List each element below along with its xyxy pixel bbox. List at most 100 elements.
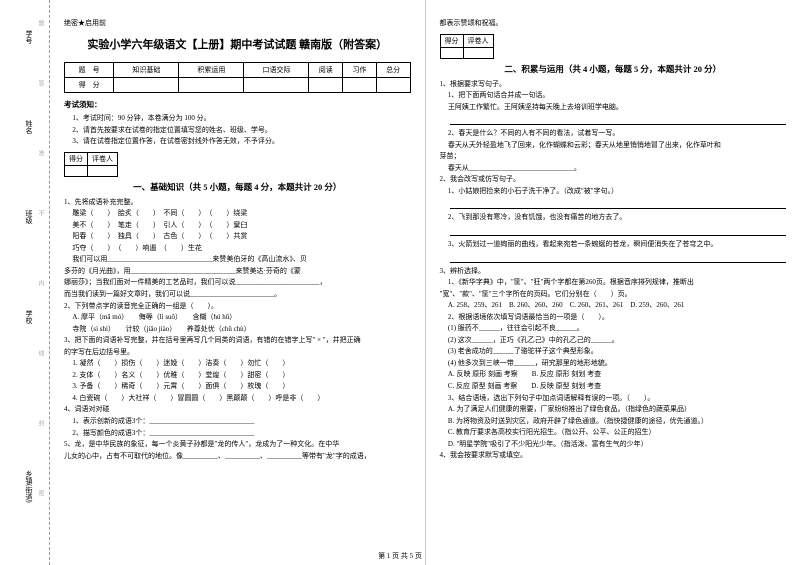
sb-r1 [114,78,179,93]
sb-h5: 习作 [343,63,377,78]
score-tag-2: 得分评卷人 [440,34,494,59]
r1-1: 1、把下面两句话合并成一句话。 [440,90,787,102]
sb-h1: 知识基础 [114,63,179,78]
st1-2: 评卷人 [88,152,118,165]
q2-head: 2、下列带点字的读音完全正确的一组是（ ）。 [64,301,411,313]
q1-tail3: 娜丽莎》；当我们面对一件精美的工艺品时，我们可以说_______________… [64,277,411,289]
sb-h2: 积累运用 [179,63,244,78]
q1-tail1: 我们可以用______________________________来赞美伯牙… [64,254,411,266]
sb-h6: 总分 [376,63,410,78]
seal-char-3: 不 [36,210,45,216]
r3-5: (1) 服药不______，往往会引起不良______。 [440,323,787,335]
seal-char-2: 准 [36,150,45,156]
page-footer: 第 1 页 共 5 页 [0,551,800,561]
q1-row0: 雕梁（ ） 脍炙（ ） 不同（ ） （ ）绕梁 [64,208,411,220]
seal-char-4: 内 [36,280,45,286]
blank-line-1 [450,116,786,125]
r1-3: 2、春天是什么？不同的人有不同的看法，试着写一写。 [440,128,787,140]
r3-4: 2、根据语境依次填写词语最恰当的一项是（ ）。 [440,312,787,324]
r3-10: C. 反应 原型 刻画 考察 D. 反映 原型 刻划 考查 [440,381,787,393]
section1-title: 一、基础知识（共 5 小题，每题 4 分，本题共计 20 分） [64,181,411,193]
q3-r2: 3. 予备（ ）稀奇（ ）元霄（ ）面俱（ ）枚瑰（ ） [64,381,411,393]
r1-5: 芽苗； [440,151,787,163]
sb-h3: 口语交际 [244,63,309,78]
q1-head: 1、先将成语补充完整。 [64,197,411,209]
gutter-class: 班级 [24,210,34,224]
r3-2: "宽"、"款"、"筐"三个字所在的页码。它们分别在（ ）页。 [440,289,787,301]
q3-sub: 的字写在后边括号里。 [64,347,411,359]
r3-3: A. 258、259、261 B. 260、260、260 C. 260、261… [440,300,787,312]
q4-l0: 1、表示创新的成语3个：____________________________… [64,416,411,428]
sb-r4 [309,78,343,93]
confidential-tag: 绝密★启用前 [64,18,411,28]
notice-2: 2、请首先按要求在试卷的指定位置填写您的姓名、班级、学号。 [64,125,411,137]
r3-6: (2) 这次______，正巧《孔乙己》中的孔乙己的______。 [440,335,787,347]
seal-char-5: 线 [36,350,45,356]
gutter-id: 学号 [24,30,34,44]
q5-sub: 儿女的心中，占有不可取代的地位。像__________、__________、_… [64,451,411,463]
sb-r0: 得 分 [65,78,114,93]
r3-15: D. "明星学院"吸引了不少阳光少年。（指活泼、富有生气的少年） [440,439,787,451]
q5-head: 5、龙，是中华民族的象征，每一个炎黄子孙都是"龙的传人"，龙成为了一种文化。在中… [64,439,411,451]
sb-r5 [343,78,377,93]
r1-4: 春天从天外轻盈地飞了回来，化作蝴蝶和云彩；春天从地里悄悄地冒了出来，化作草叶和 [440,140,787,152]
sb-h4: 阅读 [309,63,343,78]
r3-head: 3、辨析选择。 [440,266,787,278]
r1-6: 春天从______________________________。 [440,163,787,175]
q3-head: 3、把下面的词语补写完整，并在括号里再写几个同类的词语，有错的在错字上写" × … [64,335,411,347]
notice-1: 1、考试时间：90 分钟，本卷满分为 100 分。 [64,113,411,125]
r3-11: 3、结合语境，选出下列句子中加点词语解释有误的一项。（ ）。 [440,393,787,405]
r1-head: 1、根据要求写句子。 [440,79,787,91]
q4-l1: 2、描写颜色的成语3个：____________________________… [64,428,411,440]
q3-r1: 2. 支体（ ）名义（ ）优稚（ ）堂煌（ ）甜密（ ） [64,370,411,382]
notice-3: 3、请在试卷指定位置作答，在试卷密封线外作答无效，不予评分。 [64,136,411,148]
r3-9: A. 反映 原形 刻画 考察 B. 反应 原形 刻划 考查 [440,369,787,381]
sb-r3 [244,78,309,93]
q3-r0: 1. 凝然（ ）损伤（ ）迷娩（ ）洁奏（ ）勿忙（ ） [64,358,411,370]
section2-title: 二、积累与运用（共 4 小题，每题 5 分，本题共计 20 分） [440,63,787,75]
q1-row2: 阳春（ ） 独具（ ） 古色（ ） （ ）共赏 [64,231,411,243]
notice-head: 考试须知： [64,99,411,110]
blank-line-3 [450,227,786,236]
exam-title: 实验小学六年级语文【上册】期中考试试题 赣南版（附答案） [64,36,411,52]
score-table: 题 号 知识基础 积累运用 口语交际 阅读 习作 总分 得 分 [64,62,411,93]
r3-7: (3) 老舍成功的______了骆驼祥子这个典型形象。 [440,346,787,358]
gutter-school: 学校 [24,310,34,324]
q2-l0: A. 摩平（mā mó） 侮辱（lì suō） 含糊（hú hū） [64,312,411,324]
q1-tail2: 多芬的《月光曲》，用______________________________… [64,266,411,278]
r2-3: 3、火箭划过一道绚丽的曲线，看起来宛若一条蜿蜒的苍龙，瞬间便消失在了苍穹之中。 [440,239,787,251]
st2-1: 得分 [440,34,463,47]
score-tag-1: 得分评卷人 [64,152,118,177]
r3-8: (4) 他多次到三峡一带______，研究那里的地形地貌。 [440,358,787,370]
q1-row3: 巧夺（ ） （ ）响遏 （ ）生花 [64,243,411,255]
r1-2: 王阿姨工作繁忙。王阿姨坚持每天晚上去培训班学电脑。 [440,102,787,114]
st2-2: 评卷人 [463,34,493,47]
left-column: 绝密★启用前 实验小学六年级语文【上册】期中考试试题 赣南版（附答案） 题 号 … [50,0,426,565]
sb-r2 [179,78,244,93]
r2-head: 2、我会改写或仿写句子。 [440,174,787,186]
right-top: 都表示赞颂和祝福。 [440,18,787,30]
gutter-name: 姓名 [24,120,34,134]
q1-row1: 美不（ ） 笔走（ ） 引人（ ） （ ）窠臼 [64,220,411,232]
sb-h0: 题 号 [65,63,114,78]
right-column: 都表示赞颂和祝福。 得分评卷人 二、积累与运用（共 4 小题，每题 5 分，本题… [426,0,800,565]
sb-r6 [376,78,410,93]
r3-13: B. 为将物资及时送到灾区，政府开辟了绿色通道。（指快捷健康的途径，优先通道。） [440,416,787,428]
seal-char-1: 答 [36,80,45,86]
blank-line-2 [450,200,786,209]
q3-r3: 4. 白瓷碗（ ）大社祥（ ）冒圆圆（ ）黑颠颠（ ）呼是非（ ） [64,393,411,405]
seal-char-6: 封 [36,420,45,426]
r2-2: 2、飞到那没有寒冷，没有饥饿，也没有痛苦的地方去了。 [440,212,787,224]
seal-char-0: 题 [36,20,45,26]
q1-tail4: 而当我们读到一篇好文章时，我们可以说______________________… [64,289,411,301]
blank-line-4 [450,254,786,263]
st1-1: 得分 [65,152,88,165]
q4-head: 4、词语对对碰 [64,404,411,416]
r4-head: 4、我会按要求默写或填空。 [440,450,787,462]
q2-l1: 寺院（sì shì） 计较（jiǎo jiào） 养尊处优（chǔ chù） [64,324,411,336]
r3-1: 1、《新华字典》中，"筐"、"狂"两个字都在第260页。根据音序排列规律，推断出 [440,277,787,289]
gutter-town: 乡镇(街道) [24,470,34,503]
seal-char-7: 密 [36,490,45,496]
r3-14: C. 教育厅要求各高校实行阳光招生。（指公开、公平、公正的招生） [440,427,787,439]
binding-gutter: 学号 姓名 班级 学校 乡镇(街道) 题 答 准 不 内 线 封 密 [0,0,50,565]
